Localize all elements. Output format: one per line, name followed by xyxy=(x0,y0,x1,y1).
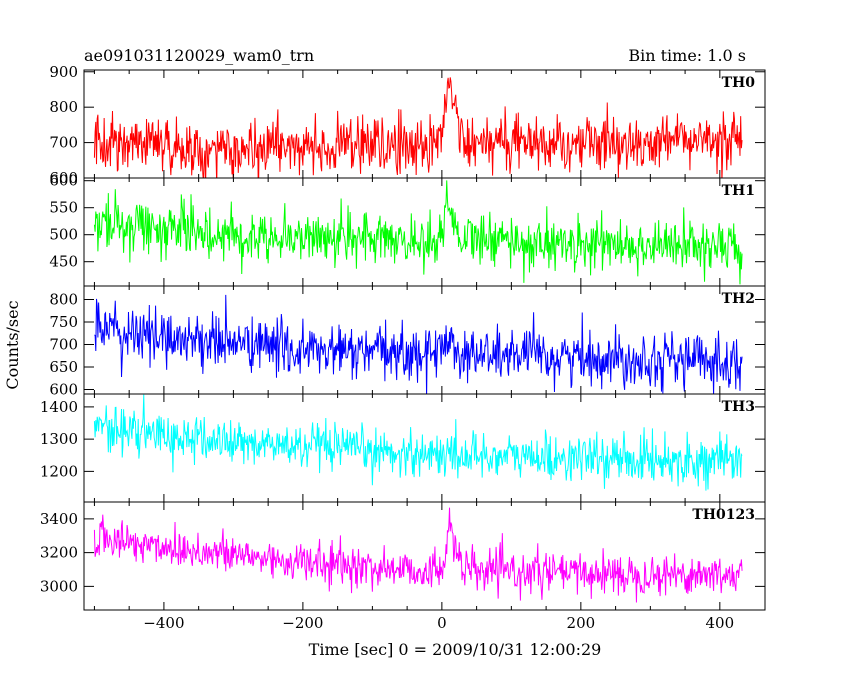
panel-th1: 450 500 550 600 TH1 xyxy=(49,172,766,287)
panels-group: 600700800900TH0450500550600TH16006507007… xyxy=(40,63,766,632)
y-tick-label: 700 xyxy=(49,134,78,152)
y-tick-label: 1400 xyxy=(40,398,78,416)
x-tick-label: −200 xyxy=(282,614,323,632)
series-line-th0123 xyxy=(93,507,743,603)
panel-label: TH1 xyxy=(722,183,755,199)
y-tick-label: 450 xyxy=(49,253,78,271)
panel-label: TH3 xyxy=(722,399,755,415)
x-tick-label: 200 xyxy=(567,614,596,632)
panel-frame xyxy=(83,393,766,503)
panel-label: TH0123 xyxy=(692,507,755,523)
y-tick-label: 700 xyxy=(49,336,78,354)
y-tick-label: 600 xyxy=(49,169,78,187)
x-tick-label: −400 xyxy=(143,614,184,632)
x-axis-title: Time [sec] 0 = 2009/10/31 12:00:29 xyxy=(309,640,602,659)
x-tick-label: 400 xyxy=(706,614,735,632)
y-tick-label: 3000 xyxy=(40,577,78,595)
y-tick-label: 3200 xyxy=(40,544,78,562)
y-tick-label: 500 xyxy=(49,226,78,244)
header-right-title: Bin time: 1.0 s xyxy=(628,46,746,65)
panel-label: TH0 xyxy=(722,75,756,91)
x-tick-label: 0 xyxy=(437,614,447,632)
y-tick-label: 650 xyxy=(49,358,78,376)
y-tick-label: 750 xyxy=(49,313,78,331)
panel-th2: 600 650 700 750 800 TH2 xyxy=(49,285,766,399)
y-tick-label: 600 xyxy=(49,172,78,190)
y-axis-title: Counts/sec xyxy=(3,300,22,389)
series-line-th2 xyxy=(94,294,743,394)
y-tick-label: 800 xyxy=(49,291,78,309)
y-tick-label: 800 xyxy=(49,98,78,116)
y-tick-label: 3400 xyxy=(40,510,78,528)
series-line-th1 xyxy=(93,180,743,285)
y-tick-label: 600 xyxy=(49,381,78,399)
series-line-th3 xyxy=(93,394,743,491)
y-tick-label: 1200 xyxy=(40,462,78,480)
panel-frame xyxy=(83,501,766,611)
y-tick-label: 900 xyxy=(49,63,78,81)
series-line-th0 xyxy=(93,77,743,178)
header-left-title: ae091031120029_wam0_trn xyxy=(84,46,314,65)
y-tick-label: 1300 xyxy=(40,430,78,448)
panel-th0123: 3000 3200 3400 TH0123 xyxy=(40,501,766,611)
y-tick-label: 550 xyxy=(49,199,78,217)
panel-th3: 1200 1300 1400 TH3 xyxy=(40,393,766,503)
panel-label: TH2 xyxy=(722,291,755,307)
